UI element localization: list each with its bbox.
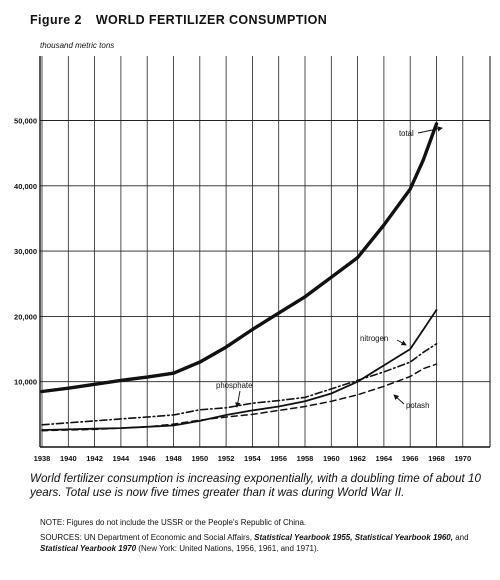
y-tick-label: 10,000 <box>14 378 37 387</box>
x-tick-label: 1956 <box>270 454 287 463</box>
figure-title-text: WORLD FERTILIZER CONSUMPTION <box>95 13 328 27</box>
series-annotations: total nitrogen phosphate potash <box>216 126 443 410</box>
series-line-potash <box>41 363 438 432</box>
y-tick-label: 40,000 <box>14 182 37 191</box>
plot-frame <box>39 56 491 448</box>
series-label-potash: potash <box>406 401 429 410</box>
x-tick-label: 1966 <box>402 454 419 463</box>
x-tick-label: 1954 <box>244 454 262 463</box>
x-tick-label: 1960 <box>323 454 340 463</box>
y-tick-label: 30,000 <box>14 247 37 256</box>
figure-sources: SOURCES: UN Department of Economic and S… <box>40 532 490 554</box>
x-tick-label: 1968 <box>428 454 445 463</box>
series-leader-arrow-nitrogen <box>396 339 407 346</box>
axis-ticks: 1938 1940 1942 1944 1946 1948 1950 1952 1954 1956… <box>14 117 471 464</box>
series-leader-arrow-potash <box>393 394 405 405</box>
series-label-phosphate: phosphate <box>216 381 252 390</box>
x-tick-label: 1950 <box>191 454 208 463</box>
grid <box>40 56 490 447</box>
figure-caption: World fertilizer consumption is increasi… <box>30 472 481 499</box>
y-tick-label: 20,000 <box>14 312 37 321</box>
sources-suffix: (New York: United Nations, 1956, 1961, a… <box>138 544 319 553</box>
x-tick-label: 1948 <box>165 454 182 463</box>
x-tick-label: 1938 <box>34 454 51 463</box>
y-axis-unit-label: thousand metric tons <box>40 41 115 50</box>
x-tick-label: 1958 <box>297 454 314 463</box>
x-tick-label: 1962 <box>349 454 366 463</box>
x-tick-label: 1944 <box>113 454 131 463</box>
series-label-total: total <box>399 129 414 138</box>
sources-prefix: SOURCES: UN Department of Economic and S… <box>40 533 252 542</box>
series-leader-arrow-total <box>417 126 443 134</box>
y-tick-label: 50,000 <box>14 117 37 126</box>
figure-note: NOTE: Figures do not include the USSR or… <box>40 518 307 527</box>
x-tick-label: 1970 <box>454 454 471 463</box>
sources-book-1960: Statistical Yearbook 1960, <box>354 533 453 542</box>
x-tick-label: 1964 <box>376 454 394 463</box>
series-label-nitrogen: nitrogen <box>360 334 388 343</box>
x-tick-label: 1946 <box>139 454 156 463</box>
sources-book-1970: Statistical Yearbook 1970 <box>40 544 137 553</box>
series-line-nitrogen <box>41 309 438 431</box>
sources-book-1955: Statistical Yearbook 1955, <box>254 533 353 542</box>
figure-number: Figure 2 <box>30 13 82 27</box>
x-tick-label: 1942 <box>86 454 103 463</box>
fertilizer-chart: 1938 1940 1942 1944 1946 1948 1950 1952 1954 1956… <box>14 56 491 464</box>
series-leader-arrow-phosphate <box>235 390 241 408</box>
figure-title: Figure 2 WORLD FERTILIZER CONSUMPTION <box>30 13 327 27</box>
series-lines <box>40 122 439 432</box>
sources-and: and <box>455 533 469 542</box>
series-line-total <box>40 122 439 394</box>
x-tick-label: 1940 <box>60 454 77 463</box>
x-tick-label: 1952 <box>218 454 235 463</box>
